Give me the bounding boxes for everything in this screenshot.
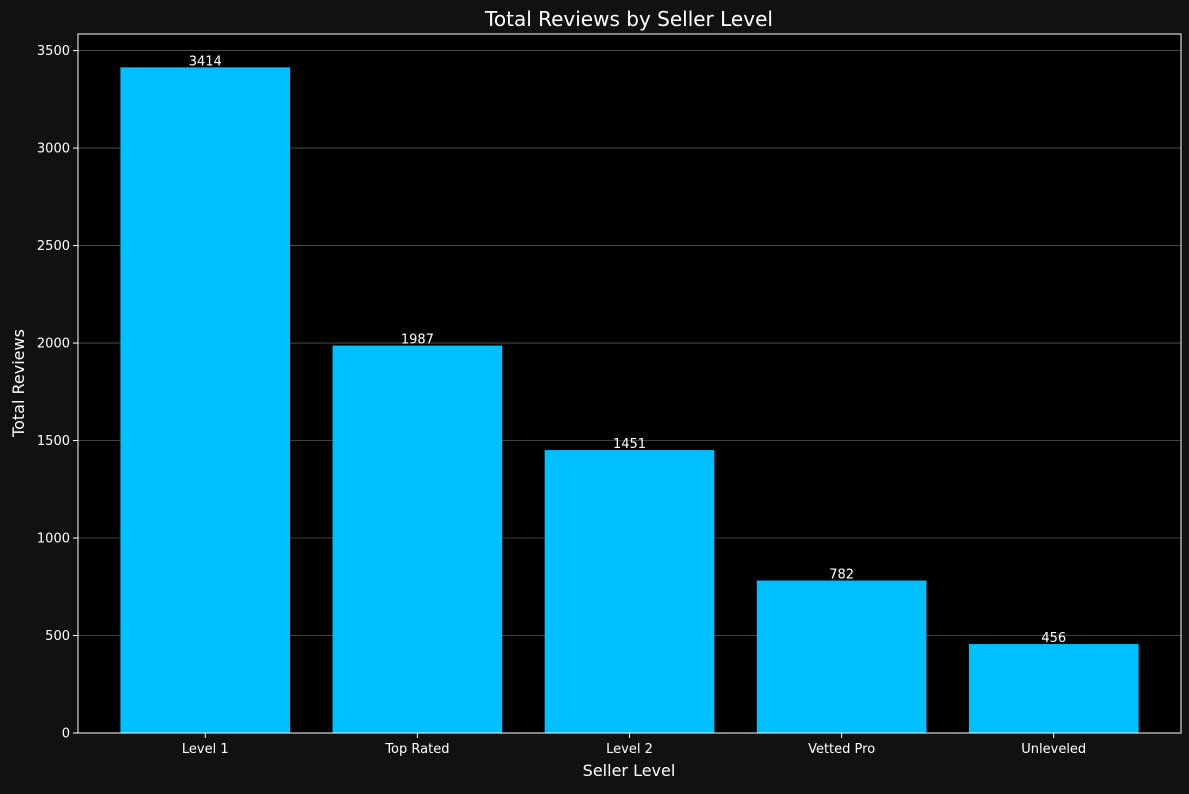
y-tick-label: 3500 [37,44,70,59]
x-tick-label: Top Rated [384,742,449,757]
y-tick-label: 2500 [37,239,70,254]
data-label: 1451 [613,437,646,452]
bars [120,67,1139,733]
y-tick-label: 2000 [37,337,70,352]
bar-top-rated [332,345,503,733]
bar-unleveled [968,644,1139,733]
y-axis-label: Total Reviews [9,329,28,438]
axes: Level 1 Top Rated Level 2 Vetted Pro Unlevel… [37,33,1182,757]
x-tick-label: Vetted Pro [808,742,875,757]
y-tick-label: 1500 [37,434,70,449]
y-tick-label: 500 [45,629,70,644]
plot-frame [77,33,1182,734]
y-tick-label: 0 [62,727,70,742]
bar-vetted-pro [756,580,927,733]
data-label: 1987 [401,333,434,348]
bar-level-2 [544,450,715,733]
data-label: 782 [829,568,854,583]
x-tick-label: Level 2 [606,742,653,757]
bar-level-1 [120,67,291,733]
y-tick-label: 3000 [37,142,70,157]
x-axis-label: Seller Level [583,761,676,780]
chart-title: Total Reviews by Seller Level [484,7,773,31]
x-tick-label: Unleveled [1021,742,1086,757]
data-label: 3414 [189,54,222,69]
data-label: 456 [1041,631,1066,646]
x-tick-label: Level 1 [182,742,229,757]
data-labels: 3414 1987 1451 782 456 [189,54,1066,646]
y-tick-label: 1000 [37,532,70,547]
